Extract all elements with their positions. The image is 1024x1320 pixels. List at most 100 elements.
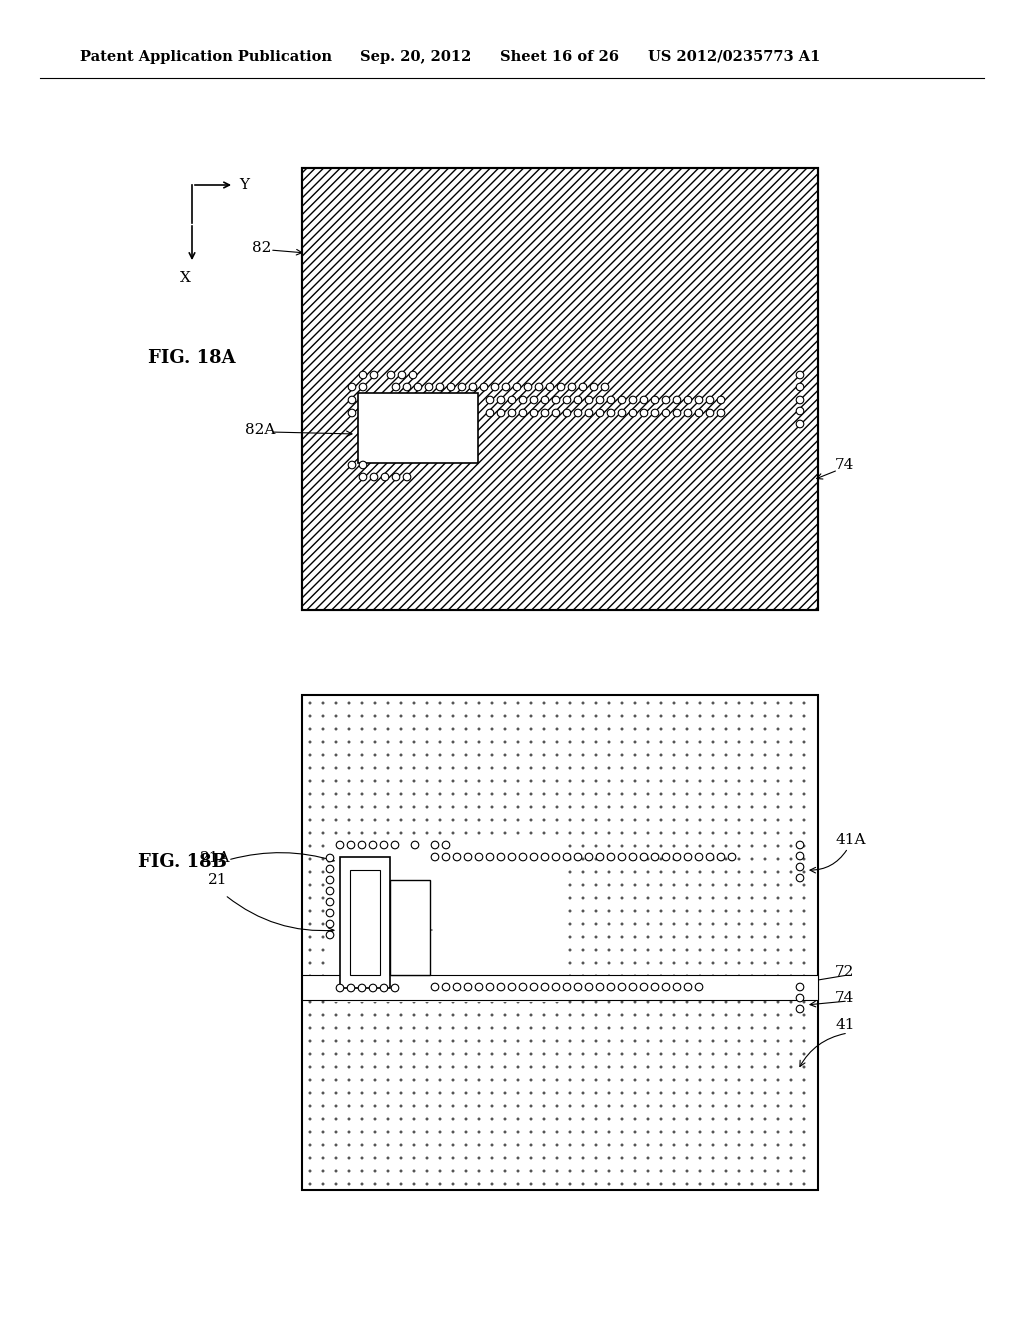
Circle shape xyxy=(621,1014,624,1016)
Circle shape xyxy=(685,1183,688,1185)
Circle shape xyxy=(438,1156,441,1159)
Circle shape xyxy=(790,1130,793,1134)
Circle shape xyxy=(335,818,338,821)
Circle shape xyxy=(477,780,480,783)
Circle shape xyxy=(776,987,779,990)
Circle shape xyxy=(685,1156,688,1159)
Circle shape xyxy=(737,1040,740,1043)
Circle shape xyxy=(764,1014,767,1016)
Circle shape xyxy=(607,974,610,978)
Circle shape xyxy=(504,832,507,834)
Circle shape xyxy=(399,1130,402,1134)
Circle shape xyxy=(347,1014,350,1016)
Circle shape xyxy=(776,805,779,808)
Circle shape xyxy=(673,701,676,705)
Circle shape xyxy=(659,896,663,899)
Circle shape xyxy=(797,420,804,428)
Circle shape xyxy=(386,1143,389,1147)
Circle shape xyxy=(360,714,364,718)
Circle shape xyxy=(438,714,441,718)
Circle shape xyxy=(634,1118,637,1121)
Circle shape xyxy=(413,1170,416,1172)
Circle shape xyxy=(673,741,676,743)
Circle shape xyxy=(555,1092,558,1094)
Circle shape xyxy=(335,727,338,730)
Circle shape xyxy=(698,1183,701,1185)
Circle shape xyxy=(392,473,399,480)
Circle shape xyxy=(529,741,532,743)
Circle shape xyxy=(504,780,507,783)
Circle shape xyxy=(737,870,740,874)
Circle shape xyxy=(386,1040,389,1043)
Circle shape xyxy=(413,1092,416,1094)
Circle shape xyxy=(764,1052,767,1056)
Circle shape xyxy=(426,1118,428,1121)
Circle shape xyxy=(358,985,366,991)
Circle shape xyxy=(698,792,701,796)
Circle shape xyxy=(595,714,597,718)
Circle shape xyxy=(764,858,767,861)
Circle shape xyxy=(322,1092,325,1094)
Circle shape xyxy=(413,780,416,783)
Circle shape xyxy=(634,1156,637,1159)
Circle shape xyxy=(698,1052,701,1056)
Circle shape xyxy=(646,767,649,770)
Circle shape xyxy=(386,780,389,783)
Circle shape xyxy=(712,1040,715,1043)
Circle shape xyxy=(621,896,624,899)
Circle shape xyxy=(673,767,676,770)
Circle shape xyxy=(659,909,663,912)
Circle shape xyxy=(399,1143,402,1147)
Circle shape xyxy=(529,1065,532,1068)
Circle shape xyxy=(646,1156,649,1159)
Circle shape xyxy=(685,832,688,834)
Circle shape xyxy=(426,1130,428,1134)
Circle shape xyxy=(776,883,779,887)
Circle shape xyxy=(634,1078,637,1081)
Circle shape xyxy=(751,936,754,939)
Circle shape xyxy=(426,727,428,730)
Circle shape xyxy=(776,832,779,834)
Circle shape xyxy=(725,792,727,796)
Circle shape xyxy=(737,1027,740,1030)
Circle shape xyxy=(646,987,649,990)
Circle shape xyxy=(803,818,806,821)
Circle shape xyxy=(634,1143,637,1147)
Circle shape xyxy=(659,1001,663,1003)
Circle shape xyxy=(582,741,585,743)
Circle shape xyxy=(490,767,494,770)
Circle shape xyxy=(685,701,688,705)
Circle shape xyxy=(516,767,519,770)
Circle shape xyxy=(803,1156,806,1159)
Circle shape xyxy=(685,741,688,743)
Circle shape xyxy=(347,1183,350,1185)
Circle shape xyxy=(751,727,754,730)
Circle shape xyxy=(621,1092,624,1094)
Circle shape xyxy=(425,383,433,391)
Circle shape xyxy=(803,741,806,743)
Circle shape xyxy=(595,858,597,861)
Circle shape xyxy=(508,409,516,417)
Circle shape xyxy=(543,1118,546,1121)
Circle shape xyxy=(790,1027,793,1030)
Circle shape xyxy=(751,896,754,899)
Circle shape xyxy=(621,714,624,718)
Circle shape xyxy=(582,949,585,952)
Circle shape xyxy=(308,1130,311,1134)
Circle shape xyxy=(529,1078,532,1081)
Circle shape xyxy=(529,1118,532,1121)
Circle shape xyxy=(737,714,740,718)
Circle shape xyxy=(308,1170,311,1172)
Circle shape xyxy=(803,896,806,899)
Circle shape xyxy=(465,1040,468,1043)
Circle shape xyxy=(555,1118,558,1121)
Circle shape xyxy=(308,883,311,887)
Circle shape xyxy=(621,923,624,925)
Circle shape xyxy=(465,1118,468,1121)
Circle shape xyxy=(621,987,624,990)
Circle shape xyxy=(426,818,428,821)
Circle shape xyxy=(790,974,793,978)
Text: FIG. 18B: FIG. 18B xyxy=(138,853,227,871)
Circle shape xyxy=(640,396,648,404)
Circle shape xyxy=(595,1105,597,1107)
